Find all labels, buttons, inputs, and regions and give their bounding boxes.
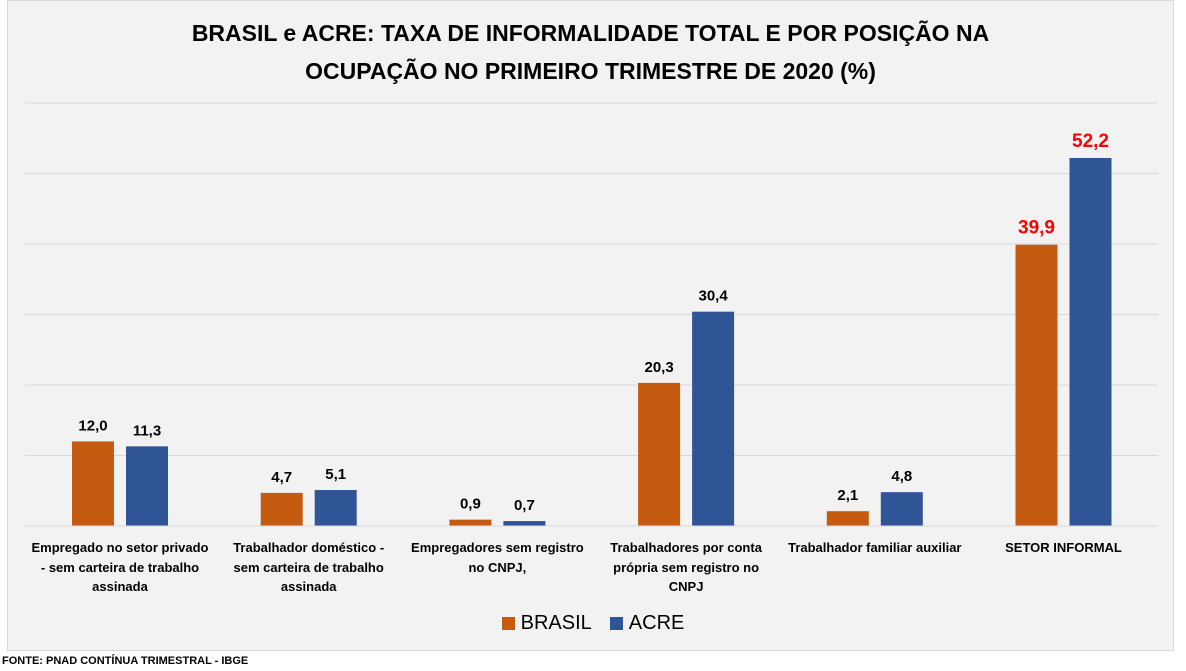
chart-area <box>7 0 1174 651</box>
data-label: 0,9 <box>460 496 481 513</box>
legend-item-acre: ACRE <box>609 612 685 635</box>
bar-brasil <box>1015 244 1058 526</box>
bar-acre <box>692 311 735 526</box>
bar-brasil <box>826 511 869 526</box>
chart-title: BRASIL e ACRE: TAXA DE INFORMALIDADE TOT… <box>7 14 1174 90</box>
data-label: 39,9 <box>1018 218 1055 239</box>
legend-label-brasil: BRASIL <box>520 612 592 634</box>
data-label: 30,4 <box>698 288 728 305</box>
data-label: 5,1 <box>325 466 346 483</box>
category-label: Trabalhador doméstico - sem carteira de … <box>233 540 385 594</box>
bar-acre <box>880 492 923 526</box>
chart-title-line-1: BRASIL e ACRE: TAXA DE INFORMALIDADE TOT… <box>191 20 990 46</box>
category-label: Trabalhador familiar auxiliar <box>788 540 962 555</box>
bar-acre <box>503 521 546 526</box>
data-label: 20,3 <box>644 359 673 376</box>
legend: BRASIL ACRE <box>0 612 1186 635</box>
category-label: Empregadores sem registro no CNPJ, <box>411 540 584 575</box>
bar-brasil <box>449 519 492 526</box>
data-label: 52,2 <box>1072 131 1109 152</box>
bar-brasil <box>638 382 681 526</box>
bar-acre <box>314 490 357 526</box>
category-label: Empregado no setor privado - sem carteir… <box>31 540 209 594</box>
chart-title-line-2: OCUPAÇÃO NO PRIMEIRO TRIMESTRE DE 2020 (… <box>305 58 876 84</box>
bar-brasil <box>72 441 114 526</box>
category-label: SETOR INFORMAL <box>1005 540 1122 555</box>
bar-acre <box>126 446 168 526</box>
data-label: 0,7 <box>514 497 535 514</box>
bar-acre <box>1069 157 1112 527</box>
legend-swatch-acre <box>609 617 623 630</box>
legend-swatch-brasil <box>501 617 515 630</box>
category-label: Trabalhadores por conta própria sem regi… <box>610 540 762 594</box>
bar-brasil <box>260 492 303 526</box>
data-label: 11,3 <box>133 422 161 439</box>
legend-label-acre: ACRE <box>628 612 685 634</box>
legend-item-brasil: BRASIL <box>501 612 592 635</box>
data-label: 4,8 <box>891 468 912 485</box>
data-label: 12,0 <box>78 417 107 434</box>
data-label: 4,7 <box>271 469 292 486</box>
source-note: FONTE: PNAD CONTÍNUA TRIMESTRAL - IBGE <box>2 655 249 667</box>
data-label: 2,1 <box>837 487 858 504</box>
